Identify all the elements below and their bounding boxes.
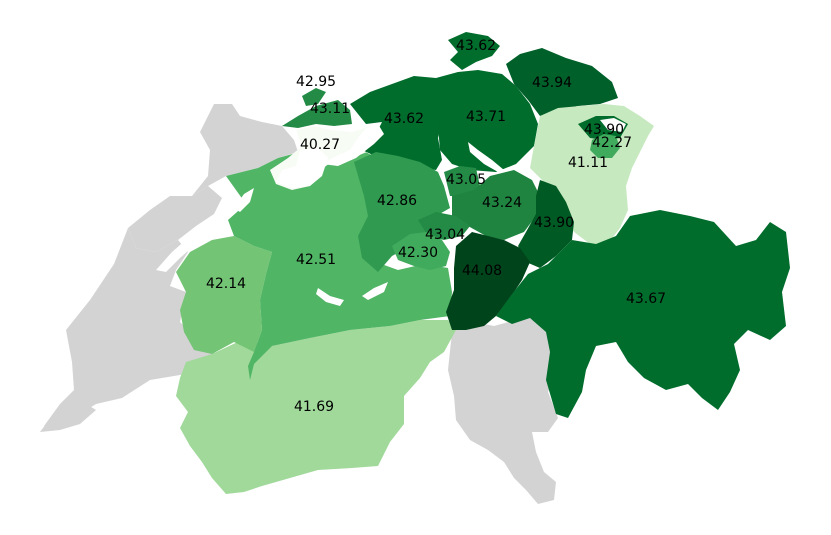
lake-basel-gap [276,148,328,188]
label-st-gallen: 41.11 [568,155,608,171]
region-appenzell-ir [590,134,620,158]
region-labels: 42.95 43.11 40.27 43.62 43.62 43.71 43.9… [206,38,666,415]
label-fribourg: 42.14 [206,276,246,292]
label-solothurn: 40.27 [300,137,340,153]
region-bern [226,150,452,380]
label-luzern: 42.86 [377,193,417,209]
region-neuchatel [128,186,222,252]
region-st-gallen [530,104,654,246]
region-valais [176,320,456,494]
lake-brienz [362,282,388,300]
lake-zurich [468,142,504,172]
region-nidwalden [418,212,470,240]
label-uri: 44.08 [462,263,502,279]
region-uri [446,232,530,330]
region-schwyz [452,170,540,240]
label-obwalden: 42.30 [398,245,438,261]
label-graubunden: 43.67 [626,291,666,307]
label-schaffhausen: 43.62 [456,38,496,54]
lake-constance [600,118,626,132]
region-zurich [436,70,538,172]
lake-solothurn-gap [322,124,384,166]
label-appenzell-ir: 42.27 [592,135,632,151]
label-bern: 42.51 [296,252,336,268]
lakes [156,118,626,306]
label-glarus: 43.90 [534,215,574,231]
label-schwyz: 43.24 [482,195,522,211]
region-graubunden [496,210,790,418]
label-basel-stadt: 42.95 [296,74,336,90]
region-geneva [40,400,96,432]
region-glarus [518,180,574,268]
label-basel-landschaft: 43.11 [310,101,350,117]
region-zug [444,166,480,196]
label-appenzell-ar: 43.90 [584,122,624,138]
label-nidwalden: 43.04 [425,227,465,243]
label-aargau: 43.62 [384,111,424,127]
region-aargau [350,76,448,170]
label-valais: 41.69 [294,399,334,415]
label-thurgau: 43.94 [532,75,572,91]
label-zug: 43.05 [446,172,486,188]
label-zurich: 43.71 [466,109,506,125]
lake-neuchatel [156,216,214,272]
region-jura [192,104,298,196]
region-luzern [354,152,450,272]
region-basel-landschaft [282,100,352,128]
region-basel-stadt [302,88,326,106]
region-thurgau [506,48,618,116]
region-schaffhausen [448,32,500,70]
lake-thun [316,288,344,306]
region-obwalden [392,232,450,270]
region-ticino [448,316,560,504]
region-fribourg [176,236,272,354]
lake-biel [234,188,254,212]
